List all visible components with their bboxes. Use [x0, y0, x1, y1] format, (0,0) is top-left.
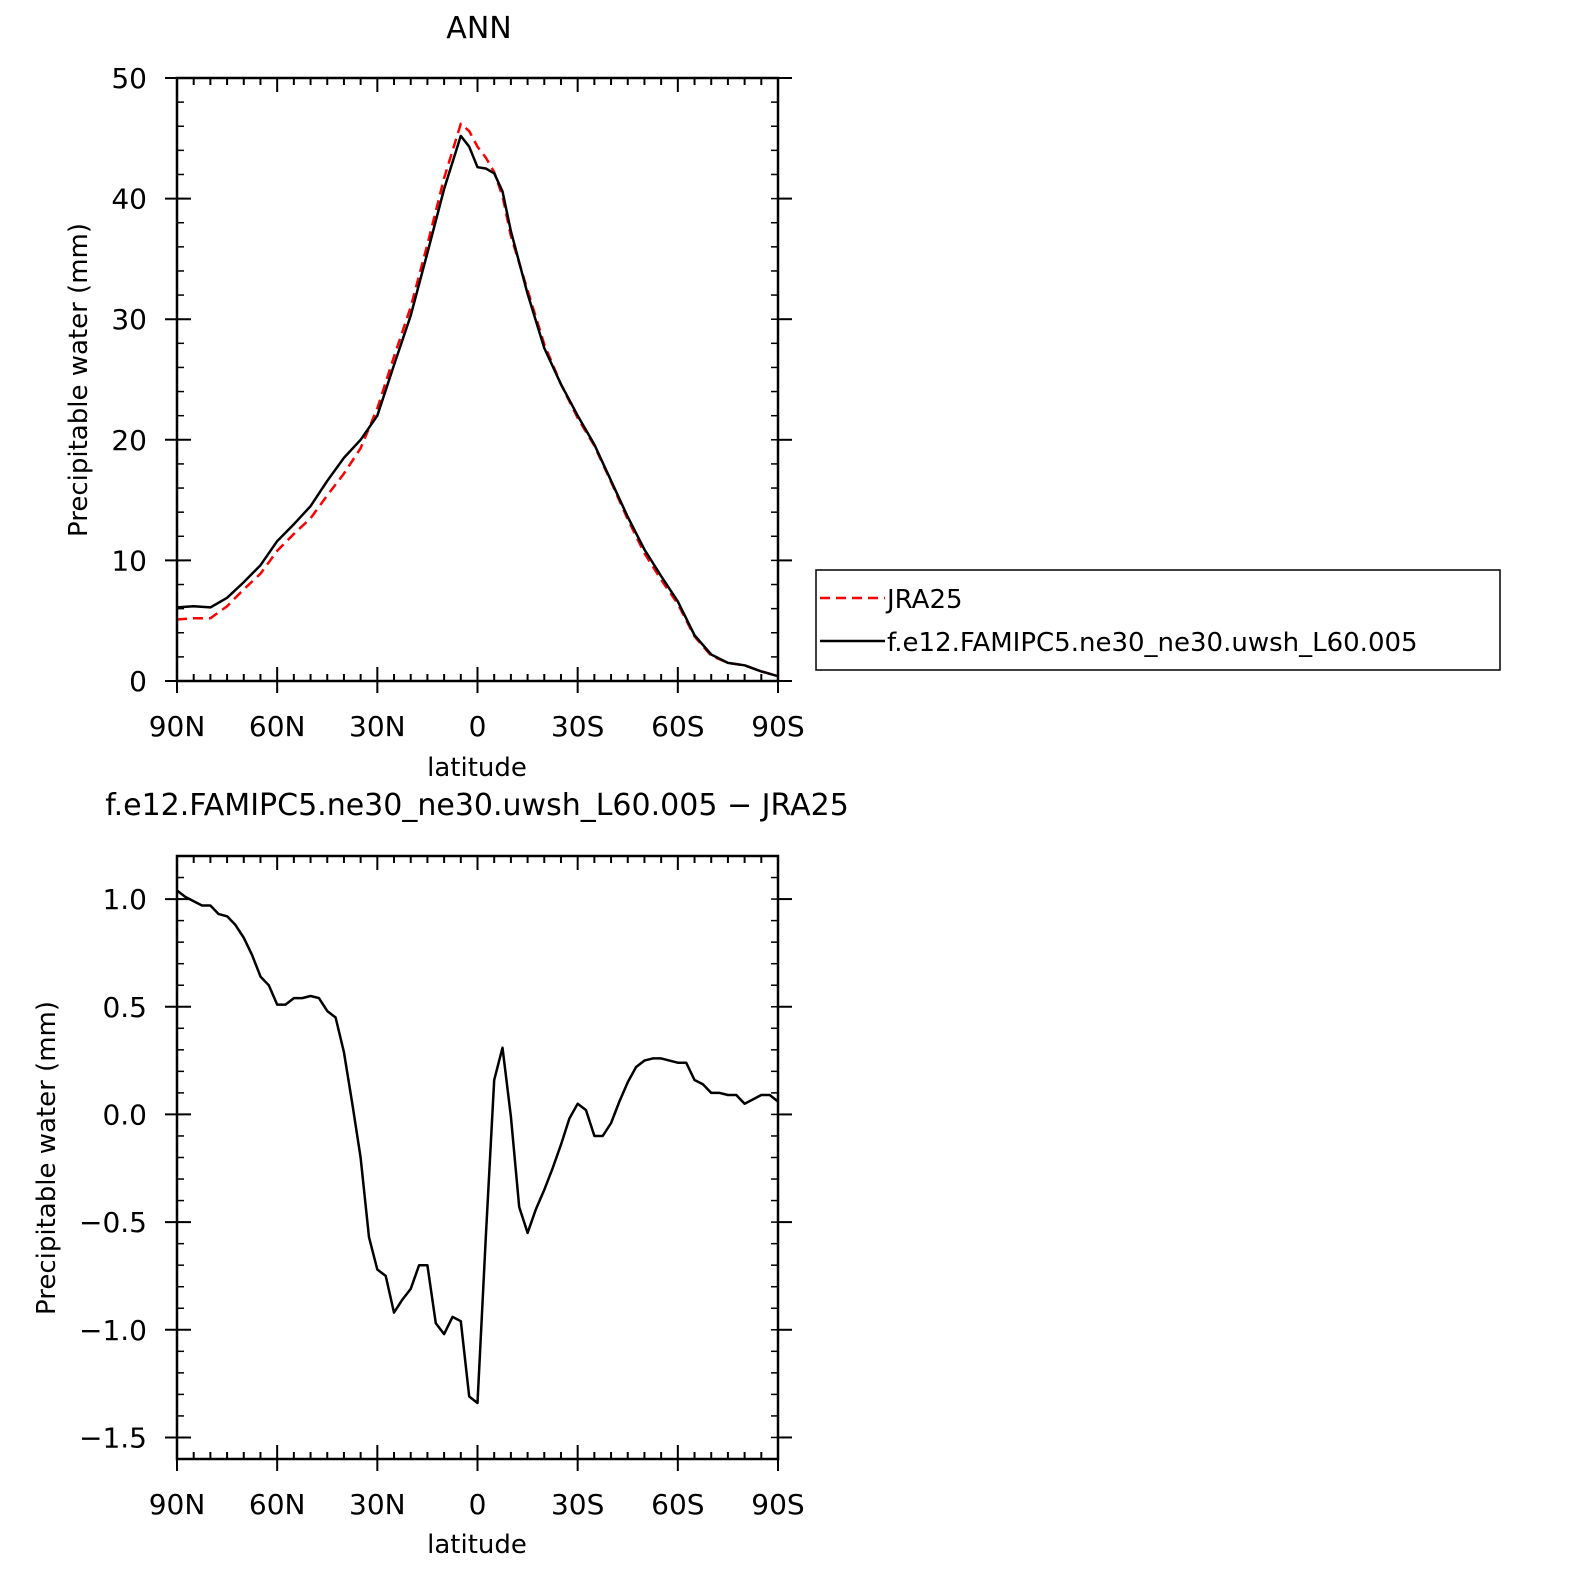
- x-tick-label: 30N: [349, 1488, 406, 1521]
- panel-2-y-tick-labels: −1.5 −1.0 −0.5 0.0 0.5 1.0: [79, 883, 147, 1454]
- panel-1-y-axis-label: Precipitable water (mm): [64, 223, 94, 537]
- y-tick-label: −1.0: [79, 1314, 147, 1347]
- y-tick-label: 10: [111, 544, 147, 577]
- panel-1-ticks: [165, 77, 792, 693]
- legend-label-model: f.e12.FAMIPC5.ne30_ne30.uwsh_L60.005: [887, 628, 1418, 658]
- y-tick-label: 0: [129, 665, 147, 698]
- x-tick-label: 30S: [551, 1488, 604, 1521]
- panel-2-frame: [175, 854, 780, 1461]
- y-tick-label: 40: [111, 183, 147, 216]
- y-tick-label: 50: [111, 62, 147, 95]
- panel-1-x-axis-label: latitude: [427, 753, 527, 783]
- legend-box: [815, 569, 1501, 671]
- y-tick-label: 0.0: [102, 1098, 147, 1131]
- x-tick-label: 60N: [249, 710, 306, 743]
- panel-2-title: f.e12.FAMIPC5.ne30_ne30.uwsh_L60.005 − J…: [105, 788, 849, 823]
- x-tick-label: 90S: [751, 1488, 804, 1521]
- y-tick-label: 20: [111, 424, 147, 457]
- y-tick-label: −0.5: [79, 1206, 147, 1239]
- legend-label-jra25: JRA25: [885, 585, 963, 615]
- panel-2-x-axis-label: latitude: [427, 1530, 527, 1560]
- x-tick-label: 60N: [249, 1488, 306, 1521]
- x-tick-label: 90S: [751, 710, 804, 743]
- y-tick-label: 1.0: [102, 883, 147, 916]
- panel-annual-mean: ANN 0 10 20 30 40 50 90N 60N 30N 0 30S 60S 90S lati…: [64, 11, 1501, 783]
- panel-difference: f.e12.FAMIPC5.ne30_ne30.uwsh_L60.005 − J…: [32, 788, 849, 1560]
- series-line-f-e12-famipc5-ne30-ne30-uwsh-l60-005: [176, 134, 779, 678]
- x-tick-label: 90N: [149, 1488, 206, 1521]
- x-tick-label: 30S: [551, 710, 604, 743]
- x-tick-label: 0: [469, 1488, 487, 1521]
- x-tick-label: 0: [469, 710, 487, 743]
- x-tick-label: 30N: [349, 710, 406, 743]
- y-tick-label: 0.5: [102, 991, 147, 1024]
- panel-2-series: [176, 889, 779, 1405]
- y-tick-label: −1.5: [79, 1421, 147, 1454]
- legend: JRA25 f.e12.FAMIPC5.ne30_ne30.uwsh_L60.0…: [815, 569, 1501, 671]
- y-tick-label: 30: [111, 303, 147, 336]
- panel-1-x-tick-labels: 90N 60N 30N 0 30S 60S 90S: [149, 710, 805, 743]
- panel-1-frame: [175, 76, 780, 683]
- panel-1-series: [176, 122, 779, 678]
- series-line-jra25: [176, 122, 779, 678]
- panel-2-y-axis-label: Precipitable water (mm): [32, 1001, 62, 1315]
- panel-1-y-tick-labels: 0 10 20 30 40 50: [111, 62, 147, 698]
- panel-2-x-tick-labels: 90N 60N 30N 0 30S 60S 90S: [149, 1488, 805, 1521]
- panel-1-title: ANN: [446, 11, 511, 46]
- series-line-diff-0: [176, 889, 779, 1405]
- x-tick-label: 90N: [149, 710, 206, 743]
- x-tick-label: 60S: [651, 710, 704, 743]
- x-tick-label: 60S: [651, 1488, 704, 1521]
